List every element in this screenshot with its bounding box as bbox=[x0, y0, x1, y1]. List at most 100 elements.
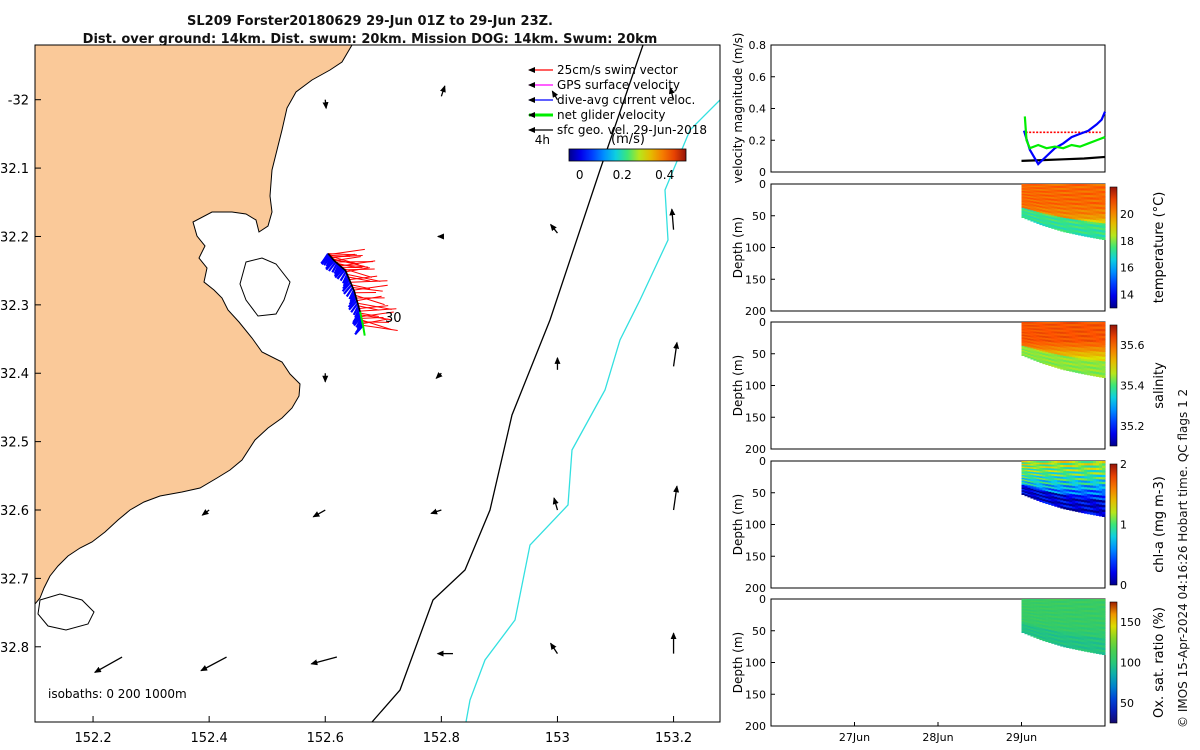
section-cell bbox=[1024, 484, 1028, 487]
section-cell bbox=[1036, 216, 1040, 219]
chla-y-label: Depth (m) bbox=[731, 494, 745, 555]
section-cell bbox=[1075, 334, 1079, 338]
section-cell bbox=[1099, 213, 1103, 217]
section-cell bbox=[1072, 351, 1076, 354]
section-cell bbox=[1093, 208, 1097, 212]
section-cell bbox=[1090, 184, 1094, 187]
section-cell bbox=[1096, 211, 1100, 214]
section-cell bbox=[1063, 640, 1067, 644]
section-cell bbox=[1060, 367, 1064, 370]
section-cell bbox=[1054, 485, 1058, 488]
section-cell bbox=[1030, 622, 1034, 625]
temperature-y-tick-label: 0 bbox=[759, 178, 766, 191]
section-cell bbox=[1084, 365, 1088, 369]
section-cell bbox=[1072, 642, 1076, 646]
section-cell bbox=[1084, 504, 1088, 508]
section-cell bbox=[1039, 632, 1043, 635]
section-cell bbox=[1021, 206, 1025, 209]
temperature-y-tick-label: 200 bbox=[745, 305, 766, 318]
salinity-y-label: Depth (m) bbox=[731, 355, 745, 416]
section-cell bbox=[1096, 612, 1100, 616]
section-cell bbox=[1042, 621, 1046, 624]
section-cell bbox=[1084, 640, 1088, 644]
section-cell bbox=[1090, 353, 1094, 356]
section-cell bbox=[1096, 342, 1100, 346]
section-cell bbox=[1057, 339, 1061, 342]
section-cell bbox=[1039, 206, 1043, 209]
section-cell bbox=[1021, 212, 1025, 214]
section-cell bbox=[1099, 472, 1103, 476]
section-cell bbox=[1084, 471, 1088, 475]
section-cell bbox=[1093, 643, 1097, 647]
section-cell bbox=[1093, 373, 1097, 377]
section-cell bbox=[1078, 641, 1082, 645]
section-cell bbox=[1090, 330, 1094, 334]
section-cell bbox=[1021, 615, 1025, 618]
section-cell bbox=[1066, 326, 1070, 329]
section-cell bbox=[1084, 498, 1088, 501]
section-cell bbox=[1030, 617, 1034, 620]
section-cell bbox=[1066, 465, 1070, 468]
section-cell bbox=[1093, 472, 1097, 475]
current-vector bbox=[354, 324, 364, 336]
section-cell bbox=[1099, 633, 1103, 637]
section-cell bbox=[1102, 638, 1106, 642]
section-cell bbox=[1075, 219, 1079, 223]
section-cell bbox=[1063, 349, 1067, 353]
section-cell bbox=[1066, 208, 1070, 211]
section-cell bbox=[1090, 355, 1094, 359]
section-cell bbox=[1096, 481, 1100, 485]
section-cell bbox=[1102, 228, 1106, 231]
section-cell bbox=[1021, 192, 1025, 195]
section-cell bbox=[1069, 336, 1073, 339]
section-cell bbox=[1048, 358, 1052, 361]
section-cell bbox=[1099, 193, 1103, 196]
section-cell bbox=[1021, 352, 1025, 355]
section-cell bbox=[1021, 465, 1025, 468]
swim-vector bbox=[359, 308, 397, 312]
section-cell bbox=[1093, 469, 1097, 473]
section-cell bbox=[1042, 614, 1046, 617]
section-cell bbox=[1033, 488, 1037, 491]
section-cell bbox=[1102, 465, 1106, 469]
section-cell bbox=[1066, 611, 1070, 614]
section-cell bbox=[1078, 609, 1082, 613]
section-cell bbox=[1036, 325, 1040, 328]
section-cell bbox=[1024, 629, 1028, 632]
section-cell bbox=[1096, 222, 1100, 226]
section-cell bbox=[1084, 348, 1088, 351]
date-x-tick-label: 28Jun bbox=[922, 731, 953, 744]
section-cell bbox=[1042, 187, 1046, 190]
section-cell bbox=[1048, 205, 1052, 208]
section-cell bbox=[1084, 482, 1088, 486]
section-cell bbox=[1030, 351, 1034, 354]
section-cell bbox=[1063, 616, 1067, 620]
section-cell bbox=[1057, 472, 1061, 475]
section-cell bbox=[1090, 373, 1094, 376]
section-cell bbox=[1099, 372, 1103, 376]
section-cell bbox=[1060, 480, 1064, 484]
section-cell bbox=[1093, 496, 1097, 500]
section-cell bbox=[1066, 324, 1070, 327]
section-cell bbox=[1084, 199, 1088, 202]
section-cell bbox=[1060, 612, 1064, 616]
section-cell bbox=[1096, 621, 1100, 625]
section-cell bbox=[1072, 492, 1076, 495]
section-cell bbox=[1075, 492, 1079, 496]
section-cell bbox=[1093, 186, 1097, 189]
section-cell bbox=[1084, 631, 1088, 635]
section-cell bbox=[1072, 640, 1076, 644]
section-cell bbox=[1054, 354, 1058, 357]
section-cell bbox=[1039, 355, 1043, 358]
section-cell bbox=[1075, 643, 1079, 646]
section-cell bbox=[1030, 476, 1034, 479]
section-cell bbox=[1081, 631, 1085, 634]
section-cell bbox=[1030, 214, 1034, 217]
map-y-tick-label: 32.2 bbox=[0, 230, 29, 245]
section-cell bbox=[1048, 198, 1052, 201]
section-cell bbox=[1030, 473, 1034, 476]
section-cell bbox=[1090, 483, 1094, 486]
section-cell bbox=[1069, 229, 1073, 232]
section-cell bbox=[1045, 221, 1049, 224]
section-cell bbox=[1039, 631, 1043, 634]
